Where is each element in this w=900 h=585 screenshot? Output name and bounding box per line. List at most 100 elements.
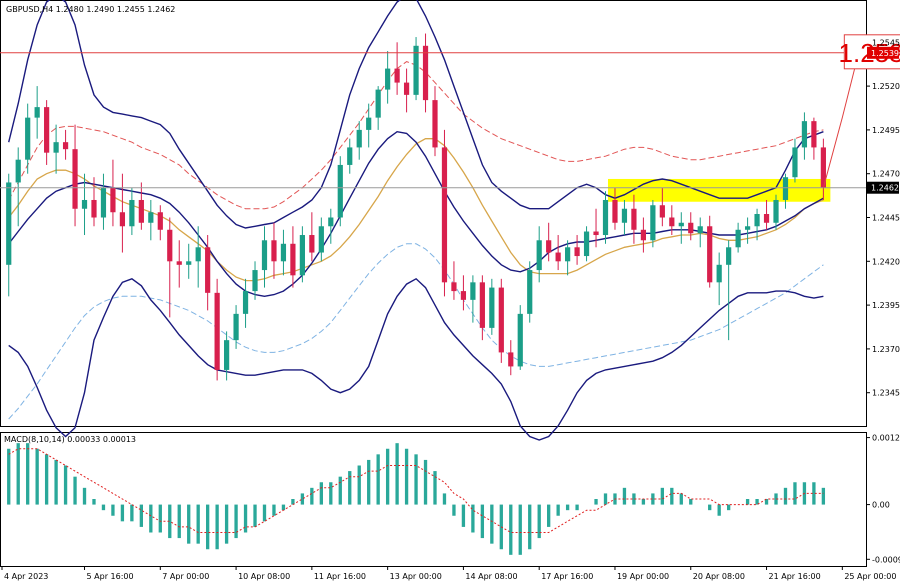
text-labels: 1.2539 1.2545 1.2520 1.2495 1.2470 1.2445 1.24…	[4, 5, 900, 581]
price-tick-label: 1.2395	[872, 301, 900, 310]
candle-body	[385, 68, 391, 90]
candle-body	[612, 199, 618, 223]
candle-body	[233, 313, 239, 341]
bollinger-middle-line	[8, 130, 824, 298]
candle-body	[261, 240, 268, 271]
candle-body	[413, 45, 419, 95]
candle-body	[214, 292, 220, 370]
candle-body	[583, 231, 590, 257]
candle-body	[498, 287, 504, 353]
time-tick-label: 10 Apr 08:00	[238, 572, 290, 581]
candle-body	[432, 100, 438, 148]
candles	[6, 33, 826, 381]
macd-panel-frame	[0, 432, 867, 567]
price-tick-label: 1.2470	[872, 170, 900, 179]
candle-body	[356, 129, 362, 148]
candle-body	[6, 182, 12, 265]
time-tick-label: 21 Apr 16:00	[769, 572, 821, 581]
candle-body	[726, 247, 732, 265]
candle-body	[659, 205, 665, 218]
candle-body	[773, 199, 779, 223]
price-tick-label: 1.2495	[872, 126, 900, 135]
macd-title: MACD(8,10,14) 0.00033 0.00013	[4, 435, 136, 444]
candle-body	[186, 261, 192, 265]
time-tick-label: 11 Apr 16:00	[314, 572, 366, 581]
candle-body	[697, 226, 703, 234]
candle-body	[271, 240, 277, 262]
macd-tick-label: 0.0012	[872, 434, 900, 443]
candle-body	[801, 121, 808, 148]
candle-body	[621, 208, 628, 223]
price-tick-label: 1.2420	[872, 257, 900, 266]
candle-body	[290, 243, 296, 276]
candle-body	[15, 159, 21, 183]
axes	[1, 41, 870, 570]
candle-body	[375, 89, 381, 118]
price-panel-frame	[0, 0, 867, 427]
candle-body	[517, 313, 523, 367]
candle-body	[555, 252, 561, 262]
candle-body	[470, 282, 476, 300]
candle-body	[678, 222, 684, 227]
time-tick-label: 13 Apr 00:00	[390, 572, 442, 581]
candle-body	[574, 247, 580, 257]
candle-body	[34, 107, 40, 118]
candle-body	[337, 164, 343, 218]
candle-body	[205, 247, 211, 293]
candle-body	[688, 222, 694, 234]
candle-body	[195, 247, 201, 262]
candle-body	[44, 107, 50, 153]
price-tick-label: 1.2520	[872, 82, 900, 91]
support-zone	[607, 178, 831, 202]
candle-body	[489, 287, 495, 328]
candle-body	[707, 226, 713, 283]
candle-body	[110, 187, 116, 213]
bollinger-upper-line	[8, 0, 824, 229]
candle-body	[53, 142, 59, 153]
macd-tick-label: 0.00	[872, 501, 890, 510]
candle-body	[252, 270, 258, 292]
candle-body	[100, 187, 107, 218]
candle-body	[650, 205, 656, 241]
time-tick-label: 5 Apr 16:00	[87, 572, 134, 581]
price-tick-label: 1.2545	[872, 38, 900, 47]
price-tick-label: 1.2345	[872, 389, 900, 398]
price-tick-label: 1.2445	[872, 214, 900, 223]
candle-body	[422, 45, 429, 101]
candle-body	[811, 121, 817, 148]
candle-body	[309, 235, 315, 253]
price-tick-label: 1.2370	[872, 345, 900, 354]
highlight-zone	[607, 178, 831, 202]
candle-body	[366, 117, 372, 130]
candle-body	[176, 261, 182, 265]
envelope-lower-line	[8, 243, 824, 420]
candle-body	[536, 240, 542, 271]
candle-body	[460, 291, 467, 300]
candle-body	[744, 226, 751, 230]
candle-body	[25, 117, 31, 160]
candle-body	[119, 212, 126, 227]
candle-body	[62, 142, 69, 150]
time-tick-label: 19 Apr 00:00	[617, 572, 669, 581]
candle-body	[669, 217, 675, 227]
candle-body	[148, 212, 154, 223]
candle-body	[593, 231, 599, 236]
target-price-badge	[867, 46, 899, 59]
candle-body	[167, 229, 173, 262]
candle-body	[820, 147, 826, 188]
candle-body	[792, 147, 798, 178]
time-tick-label: 17 Apr 16:00	[541, 572, 593, 581]
time-tick-label: 7 Apr 00:00	[162, 572, 209, 581]
candle-body	[631, 208, 637, 230]
candle-body	[565, 247, 571, 262]
macd-tick-label: -0.00098	[872, 555, 900, 564]
candle-body	[299, 235, 305, 276]
candle-body	[347, 147, 353, 165]
candle-body	[280, 243, 287, 262]
candle-body	[223, 340, 230, 370]
candle-body	[640, 229, 647, 241]
frame	[0, 0, 867, 567]
time-tick-label: 14 Apr 08:00	[465, 572, 517, 581]
